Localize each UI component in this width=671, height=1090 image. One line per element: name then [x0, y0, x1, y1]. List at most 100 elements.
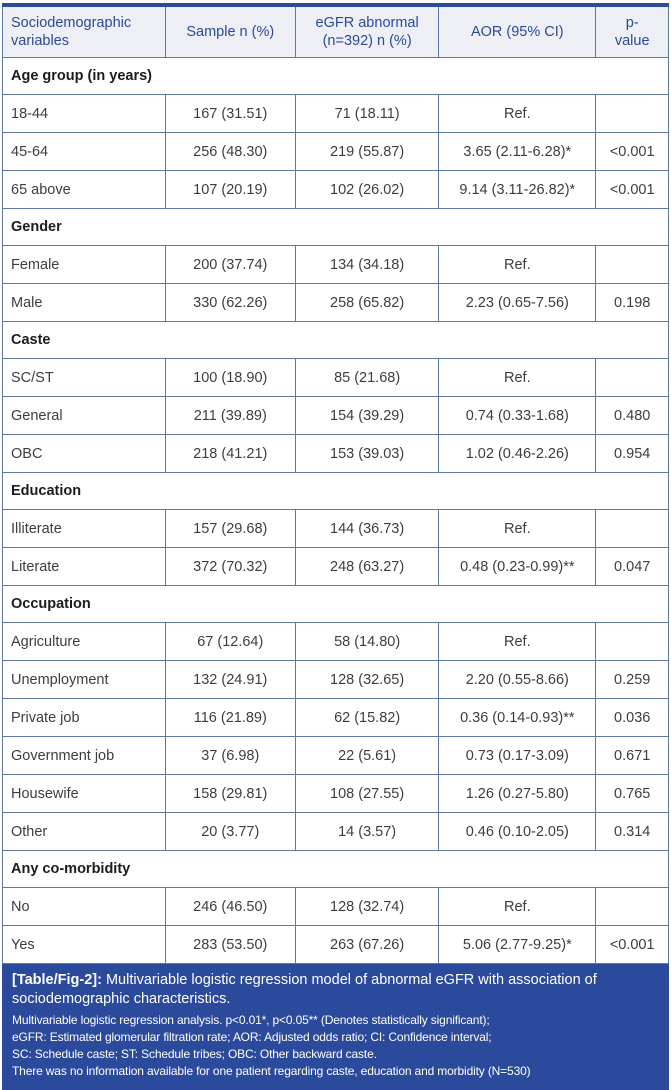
- cell-pvalue: 0.480: [595, 396, 669, 435]
- caption-text: Multivariable logistic regression model …: [12, 972, 597, 1008]
- cell-aor: 3.65 (2.11-6.28)*: [438, 132, 597, 171]
- table-row-obc: OBC 218 (41.21) 153 (39.03) 1.02 (0.46-2…: [2, 434, 669, 473]
- cell-sample: 116 (21.89): [164, 698, 297, 737]
- cell-aor: Ref.: [438, 94, 597, 133]
- cell-egfr: 154 (39.29): [295, 396, 440, 435]
- caption-label: [Table/Fig-2]:: [12, 972, 102, 988]
- table-row-no: No 246 (46.50) 128 (32.74) Ref.: [2, 887, 669, 926]
- cell-sample: 37 (6.98): [164, 736, 297, 775]
- cell-egfr: 263 (67.26): [295, 925, 440, 964]
- column-header-pvalue: p- value: [595, 4, 669, 58]
- cell-aor: Ref.: [438, 245, 597, 284]
- cell-sample: 256 (48.30): [164, 132, 297, 171]
- cell-egfr: 248 (63.27): [295, 547, 440, 586]
- cell-pvalue: <0.001: [595, 925, 669, 964]
- section-row-caste: Caste: [2, 321, 669, 359]
- row-label: Other: [2, 812, 166, 851]
- cell-aor: Ref.: [438, 509, 597, 548]
- row-label: General: [2, 396, 166, 435]
- cell-pvalue: 0.259: [595, 660, 669, 699]
- cell-aor: Ref.: [438, 622, 597, 661]
- table-caption: [Table/Fig-2]: Multivariable logistic re…: [12, 971, 659, 1009]
- cell-sample: 167 (31.51): [164, 94, 297, 133]
- cell-aor: 2.20 (0.55-8.66): [438, 660, 597, 699]
- section-row-education: Education: [2, 472, 669, 510]
- cell-pvalue: [595, 94, 669, 133]
- header-row: Sociodemographic variables Sample n (%) …: [2, 4, 669, 58]
- section-row-age-group: Age group (in years): [2, 57, 669, 95]
- footnote-missing-data: There was no information available for o…: [12, 1064, 531, 1079]
- cell-aor: 9.14 (3.11-26.82)*: [438, 170, 597, 209]
- footnote-abbreviations-2: SC: Schedule caste; ST: Schedule tribes;…: [12, 1047, 377, 1062]
- section-title: Gender: [2, 208, 669, 246]
- cell-pvalue: <0.001: [595, 170, 669, 209]
- section-title: Any co-morbidity: [2, 850, 669, 888]
- cell-aor: Ref.: [438, 887, 597, 926]
- column-header-sample: Sample n (%): [164, 4, 297, 58]
- row-label: Housewife: [2, 774, 166, 813]
- cell-egfr: 62 (15.82): [295, 698, 440, 737]
- cell-pvalue: 0.671: [595, 736, 669, 775]
- cell-pvalue: 0.765: [595, 774, 669, 813]
- row-label: SC/ST: [2, 358, 166, 397]
- row-label: Yes: [2, 925, 166, 964]
- table-row-government-job: Government job 37 (6.98) 22 (5.61) 0.73 …: [2, 736, 669, 775]
- table-row-male: Male 330 (62.26) 258 (65.82) 2.23 (0.65-…: [2, 283, 669, 322]
- row-label: Agriculture: [2, 622, 166, 661]
- cell-aor: Ref.: [438, 358, 597, 397]
- row-label: Illiterate: [2, 509, 166, 548]
- section-row-occupation: Occupation: [2, 585, 669, 623]
- cell-pvalue: [595, 358, 669, 397]
- table-row-unemployment: Unemployment 132 (24.91) 128 (32.65) 2.2…: [2, 660, 669, 699]
- cell-aor: 0.73 (0.17-3.09): [438, 736, 597, 775]
- footnote-significance: Multivariable logistic regression analys…: [12, 1013, 490, 1028]
- cell-pvalue: 0.047: [595, 547, 669, 586]
- table-row-scst: SC/ST 100 (18.90) 85 (21.68) Ref.: [2, 358, 669, 397]
- cell-egfr: 58 (14.80): [295, 622, 440, 661]
- cell-egfr: 144 (36.73): [295, 509, 440, 548]
- cell-egfr: 128 (32.74): [295, 887, 440, 926]
- cell-aor: 1.02 (0.46-2.26): [438, 434, 597, 473]
- cell-sample: 107 (20.19): [164, 170, 297, 209]
- cell-pvalue: <0.001: [595, 132, 669, 171]
- table-row-literate: Literate 372 (70.32) 248 (63.27) 0.48 (0…: [2, 547, 669, 586]
- cell-egfr: 153 (39.03): [295, 434, 440, 473]
- section-title: Education: [2, 472, 669, 510]
- cell-aor: 1.26 (0.27-5.80): [438, 774, 597, 813]
- cell-sample: 100 (18.90): [164, 358, 297, 397]
- cell-egfr: 219 (55.87): [295, 132, 440, 171]
- table-row-private-job: Private job 116 (21.89) 62 (15.82) 0.36 …: [2, 698, 669, 737]
- cell-pvalue: [595, 622, 669, 661]
- table-fig-2: Sociodemographic variables Sample n (%) …: [2, 3, 669, 964]
- footnote-abbreviations-1: eGFR: Estimated glomerular filtration ra…: [12, 1030, 492, 1045]
- section-title: Occupation: [2, 585, 669, 623]
- cell-sample: 211 (39.89): [164, 396, 297, 435]
- section-title: Age group (in years): [2, 57, 669, 95]
- cell-aor: 0.46 (0.10-2.05): [438, 812, 597, 851]
- cell-egfr: 22 (5.61): [295, 736, 440, 775]
- cell-aor: 0.36 (0.14-0.93)**: [438, 698, 597, 737]
- cell-pvalue: 0.036: [595, 698, 669, 737]
- cell-pvalue: [595, 509, 669, 548]
- cell-sample: 158 (29.81): [164, 774, 297, 813]
- column-header-aor: AOR (95% CI): [438, 4, 597, 58]
- row-label: OBC: [2, 434, 166, 473]
- row-label: Private job: [2, 698, 166, 737]
- cell-sample: 218 (41.21): [164, 434, 297, 473]
- cell-egfr: 85 (21.68): [295, 358, 440, 397]
- cell-egfr: 258 (65.82): [295, 283, 440, 322]
- table-row-65-above: 65 above 107 (20.19) 102 (26.02) 9.14 (3…: [2, 170, 669, 209]
- cell-sample: 132 (24.91): [164, 660, 297, 699]
- table-row-illiterate: Illiterate 157 (29.68) 144 (36.73) Ref.: [2, 509, 669, 548]
- row-label: 65 above: [2, 170, 166, 209]
- cell-egfr: 128 (32.65): [295, 660, 440, 699]
- cell-pvalue: [595, 245, 669, 284]
- cell-sample: 20 (3.77): [164, 812, 297, 851]
- cell-sample: 372 (70.32): [164, 547, 297, 586]
- table-row-female: Female 200 (37.74) 134 (34.18) Ref.: [2, 245, 669, 284]
- cell-sample: 283 (53.50): [164, 925, 297, 964]
- table-row-yes: Yes 283 (53.50) 263 (67.26) 5.06 (2.77-9…: [2, 925, 669, 964]
- cell-sample: 67 (12.64): [164, 622, 297, 661]
- cell-aor: 5.06 (2.77-9.25)*: [438, 925, 597, 964]
